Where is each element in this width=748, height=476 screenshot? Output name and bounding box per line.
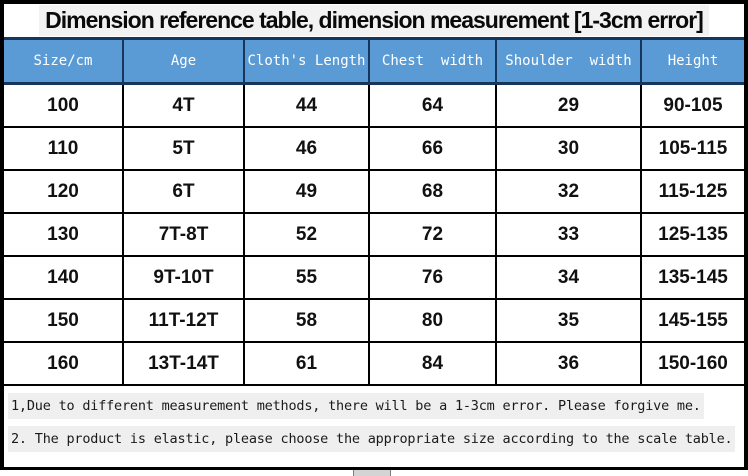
table-cell: 29 [497,85,642,126]
table-cell: 44 [245,85,370,126]
table-header-row: Size/cm Age Cloth's Length Chest width Shoul… [4,40,744,85]
title-row: Dimension reference table, dimension mea… [4,4,744,40]
table-cell: 58 [245,300,370,341]
table-cell: 120 [4,171,124,212]
next-row-partial [0,470,748,476]
partial-cell [353,470,391,476]
table-row: 140 9T-10T 55 76 34 135-145 [4,257,744,300]
page-title: Dimension reference table, dimension mea… [39,5,709,36]
table-cell: 32 [497,171,642,212]
note-line-1: 1,Due to different measurement methods, … [8,393,740,419]
table-cell: 110 [4,128,124,169]
table-cell: 64 [370,85,497,126]
column-header: Height [667,53,719,69]
note-2-text: 2. The product is elastic, please choose… [8,426,736,452]
table-cell: 80 [370,300,497,341]
table-cell: 55 [245,257,370,298]
table-cell: 140 [4,257,124,298]
table-row: 160 13T-14T 61 84 36 150-160 [4,343,744,386]
notes-section: 1,Due to different measurement methods, … [4,386,744,452]
table-cell: 49 [245,171,370,212]
column-header: Age [124,40,245,82]
table-cell: 33 [497,214,642,255]
table-cell: 90-105 [663,94,723,116]
table-cell: 125-135 [658,223,728,245]
table-cell: 34 [497,257,642,298]
column-header: Chest width [370,40,497,82]
table-cell: 160 [4,343,124,384]
table-cell: 7T-8T [124,214,245,255]
table-cell: 115-125 [658,180,728,202]
note-line-2: 2. The product is elastic, please choose… [8,426,740,452]
table-cell: 61 [245,343,370,384]
table-row: 100 4T 44 64 29 90-105 [4,85,744,128]
table-cell: 11T-12T [124,300,245,341]
table-cell: 4T [124,85,245,126]
table-cell: 150 [4,300,124,341]
table-cell: 150-160 [658,352,728,374]
table-cell: 76 [370,257,497,298]
table-cell: 145-155 [658,309,728,331]
table-cell: 52 [245,214,370,255]
table-row: 130 7T-8T 52 72 33 125-135 [4,214,744,257]
table-body: 100 4T 44 64 29 90-105 110 5T 46 66 30 105-115 120 6T… [4,85,744,386]
table-cell: 68 [370,171,497,212]
table-cell: 105-115 [658,137,728,159]
table-cell: 130 [4,214,124,255]
table-cell: 46 [245,128,370,169]
table-cell: 5T [124,128,245,169]
table-cell: 13T-14T [124,343,245,384]
table-cell: 36 [497,343,642,384]
note-1-text: 1,Due to different measurement methods, … [8,393,704,419]
column-header: Size/cm [4,40,124,82]
column-header: Shoulder width [497,40,642,82]
column-header: Cloth's Length [245,40,370,82]
table-cell: 9T-10T [124,257,245,298]
table-cell: 35 [497,300,642,341]
table-cell: 30 [497,128,642,169]
table-row: 120 6T 49 68 32 115-125 [4,171,744,214]
table-row: 110 5T 46 66 30 105-115 [4,128,744,171]
size-table: Size/cm Age Cloth's Length Chest width Shoul… [4,40,744,386]
table-cell: 84 [370,343,497,384]
table-cell: 72 [370,214,497,255]
table-row: 150 11T-12T 58 80 35 145-155 [4,300,744,343]
table-cell: 135-145 [658,266,728,288]
table-cell: 6T [124,171,245,212]
table-cell: 66 [370,128,497,169]
table-cell: 100 [4,85,124,126]
